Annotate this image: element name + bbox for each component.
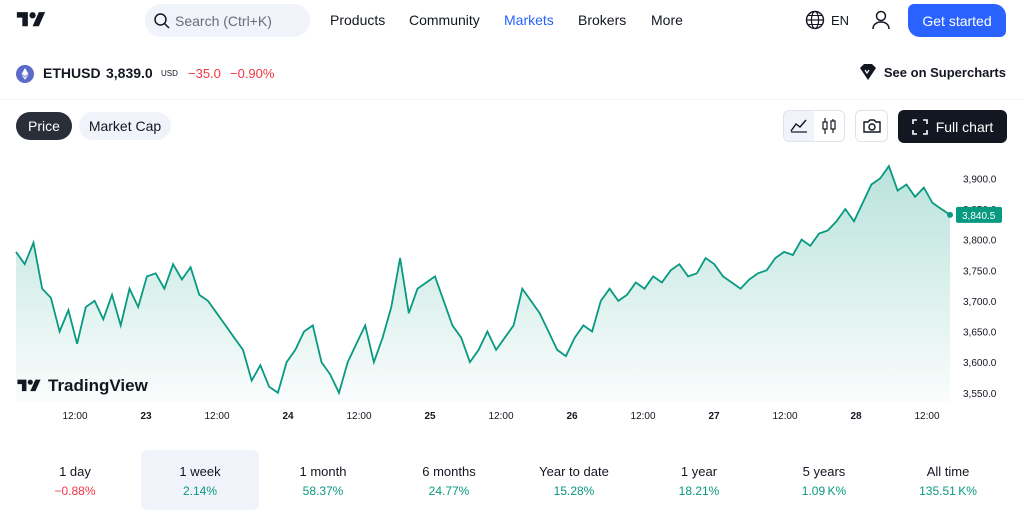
nav-products[interactable]: Products <box>330 12 386 28</box>
price-currency: USD <box>161 69 178 78</box>
see-on-supercharts-link[interactable]: See on Supercharts <box>858 63 1006 81</box>
symbol-ticker[interactable]: ETHUSD <box>43 65 101 81</box>
price-chart[interactable]: 3,900.03,850.03,800.03,750.03,700.03,650… <box>0 150 1024 430</box>
price-change-percent: −0.90% <box>230 66 275 81</box>
search-input[interactable] <box>175 12 305 29</box>
camera-icon <box>862 119 881 133</box>
y-tick-label: 3,800.0 <box>963 236 997 247</box>
last-price-dot <box>947 211 953 218</box>
full-chart-button[interactable]: Full chart <box>898 110 1007 143</box>
get-started-button[interactable]: Get started <box>908 4 1006 37</box>
period-change: −0.88% <box>54 484 96 498</box>
snapshot-button[interactable] <box>855 110 888 142</box>
x-tick-label: 12:00 <box>62 411 87 422</box>
period-1-week[interactable]: 1 week 2.14% <box>141 450 259 510</box>
x-tick-label: 24 <box>282 411 294 422</box>
period-label: Year to date <box>539 464 609 479</box>
period-change: 135.51 K% <box>919 484 977 498</box>
nav-community[interactable]: Community <box>409 12 480 28</box>
candlestick-icon <box>822 118 836 134</box>
candles-chart-button[interactable] <box>814 111 844 141</box>
period-change: 24.77% <box>428 484 470 498</box>
period-all-time[interactable]: All time 135.51 K% <box>889 450 1007 510</box>
period-label: 1 year <box>680 464 718 479</box>
period-label: 5 years <box>802 464 846 479</box>
x-tick-label: 12:00 <box>630 411 655 422</box>
y-tick-label: 3,550.0 <box>963 389 997 400</box>
period-change: 1.09 K% <box>801 484 847 498</box>
supercharts-label: See on Supercharts <box>883 64 1006 80</box>
last-price: 3,839.0 <box>106 65 153 81</box>
y-tick-label: 3,750.0 <box>963 266 997 277</box>
x-tick-label: 12:00 <box>204 411 229 422</box>
language-label: EN <box>831 12 850 28</box>
language-selector[interactable]: EN <box>805 10 849 30</box>
nav-brokers[interactable]: Brokers <box>578 12 627 28</box>
period-label: 1 day <box>59 464 91 479</box>
period-label: All time <box>926 464 970 479</box>
period-5-years[interactable]: 5 years 1.09 K% <box>765 450 883 510</box>
period-change: 2.14% <box>182 484 218 498</box>
last-price-badge-label: 3,840.5 <box>962 211 996 222</box>
y-tick-label: 3,900.0 <box>963 174 997 185</box>
header-divider <box>0 99 1024 100</box>
globe-icon <box>805 10 825 30</box>
period-1-month[interactable]: 1 month 58.37% <box>264 450 382 510</box>
area-chart-icon <box>790 119 807 133</box>
price-line <box>15 164 951 396</box>
tab-price[interactable]: Price <box>16 112 72 140</box>
nav-markets[interactable]: Markets <box>504 12 554 28</box>
period-label: 1 week <box>179 464 221 479</box>
last-price-badge <box>956 206 1002 223</box>
price-change: −35.0 <box>188 66 221 81</box>
tradingview-logo-icon[interactable] <box>14 9 48 31</box>
chart-style-group <box>783 110 845 142</box>
tradingview-logo-icon <box>17 379 41 392</box>
period-6-months[interactable]: 6 months 24.77% <box>390 450 508 510</box>
x-tick-label: 25 <box>424 411 436 422</box>
period-change: 58.37% <box>302 484 344 498</box>
area-chart-button[interactable] <box>784 111 814 141</box>
y-tick-label: 3,650.0 <box>963 328 997 339</box>
top-nav: Products Community Markets Brokers More … <box>0 0 1024 42</box>
period-label: 6 months <box>422 464 476 479</box>
user-icon[interactable] <box>870 9 892 31</box>
period-year-to-date[interactable]: Year to date 15.28% <box>515 450 633 510</box>
fullscreen-icon <box>911 118 928 135</box>
x-tick-label: 23 <box>140 411 152 422</box>
y-tick-label: 3,700.0 <box>963 297 997 308</box>
period-selector: 1 day −0.88% 1 week 2.14% 1 month 58.37% 6 mon… <box>0 450 1024 510</box>
y-tick-label: 3,600.0 <box>963 358 997 369</box>
x-tick-label: 12:00 <box>346 411 371 422</box>
x-tick-label: 28 <box>850 411 862 422</box>
x-tick-label: 27 <box>708 411 720 422</box>
x-tick-label: 26 <box>566 411 578 422</box>
tab-market-cap[interactable]: Market Cap <box>79 112 171 140</box>
price-area-fill <box>16 166 950 402</box>
period-1-year[interactable]: 1 year 18.21% <box>640 450 758 510</box>
period-change: 15.28% <box>553 484 595 498</box>
period-1-day[interactable]: 1 day −0.88% <box>16 450 134 510</box>
nav-more[interactable]: More <box>651 12 683 28</box>
tradingview-watermark: TradingView <box>16 376 148 396</box>
full-chart-label: Full chart <box>935 118 994 135</box>
supercharts-gem-icon <box>859 64 876 80</box>
x-tick-label: 12:00 <box>772 411 797 422</box>
search-box[interactable] <box>145 4 310 37</box>
ethereum-icon <box>16 65 34 83</box>
period-change: 18.21% <box>678 484 720 498</box>
symbol-header: ETHUSD 3,839.0 USD −35.0 −0.90% See on S… <box>16 58 1006 88</box>
x-tick-label: 12:00 <box>914 411 939 422</box>
watermark-text: TradingView <box>48 376 148 395</box>
period-label: 1 month <box>299 464 347 479</box>
search-icon <box>154 12 170 29</box>
x-tick-label: 12:00 <box>488 411 513 422</box>
